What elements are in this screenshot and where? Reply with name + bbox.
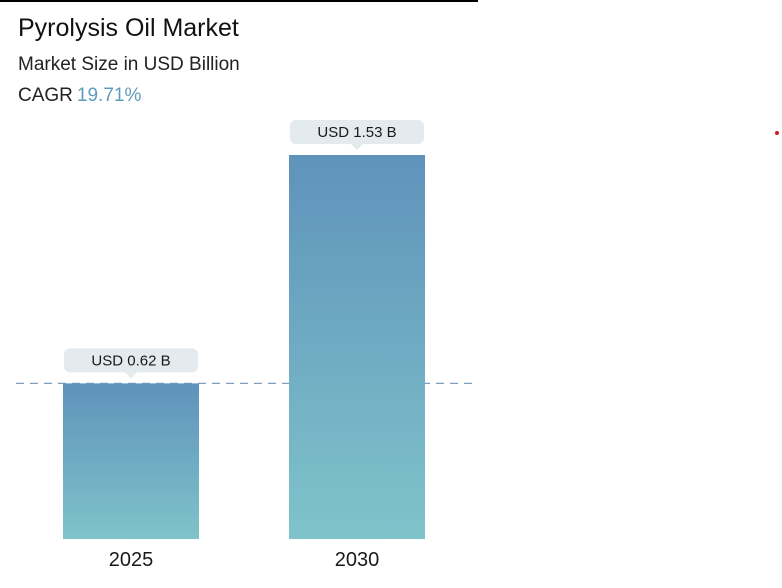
value-label-bg-2030: [290, 120, 424, 144]
value-label-bg-2025: [64, 348, 198, 373]
cagr-label: CAGR: [18, 85, 73, 106]
value-label-2025: USD 0.62 B: [91, 352, 170, 369]
chart-title: Pyrolysis Oil Market: [18, 14, 239, 42]
value-label-2030: USD 1.53 B: [317, 124, 396, 141]
category-label-2025: 2025: [109, 549, 154, 571]
cagr-line: CAGR 19.71%: [18, 85, 141, 107]
category-label-2030: 2030: [335, 549, 380, 571]
value-label-pointer-2025: [125, 372, 137, 379]
top-rule: [0, 0, 478, 2]
cagr-value: 19.71%: [76, 85, 142, 106]
marker-dot: [775, 131, 779, 135]
chart-subtitle: Market Size in USD Billion: [18, 54, 240, 75]
value-label-pointer-2030: [351, 144, 363, 150]
bar-2030: [289, 155, 425, 539]
bar-2025: [63, 383, 199, 539]
